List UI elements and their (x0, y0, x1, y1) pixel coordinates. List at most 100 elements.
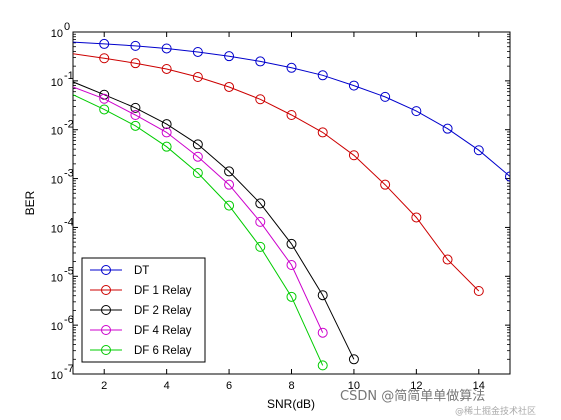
x-tick-label: 6 (226, 380, 232, 392)
data-point (192, 151, 203, 162)
y-tick-label-exp: -6 (64, 314, 74, 326)
y-tick-label-base: 10 (51, 223, 63, 235)
data-point (224, 166, 235, 177)
data-point (473, 145, 484, 156)
legend-swatch-marker (101, 345, 111, 355)
data-point (161, 141, 172, 152)
data-point (286, 110, 297, 121)
data-point (224, 81, 235, 92)
legend: DT DF 1 Relay DF 2 Relay DF 4 Relay DF 6 Rel… (81, 257, 206, 363)
data-point (380, 179, 391, 190)
y-tick-label-base: 10 (51, 321, 63, 333)
legend-swatch-marker (101, 305, 111, 315)
legend-label: DF 4 Relay (134, 325, 192, 337)
data-point (192, 139, 203, 150)
series-line (73, 94, 324, 366)
data-point (161, 127, 172, 138)
series-line (73, 53, 480, 292)
data-point (99, 53, 110, 64)
series-line (73, 86, 324, 333)
series-df-2-relay (73, 81, 359, 365)
data-point (161, 43, 172, 54)
legend-item: DF 4 Relay (90, 325, 192, 337)
series-df-6-relay (73, 94, 328, 371)
y-tick-label-exp: -2 (64, 119, 74, 131)
y-axis-label: BER (23, 190, 37, 215)
legend-item: DT (90, 265, 149, 277)
data-point (99, 104, 110, 115)
y-tick-label-exp: 0 (64, 21, 70, 33)
data-point (411, 212, 422, 223)
data-point (255, 56, 266, 67)
series-layer (73, 38, 510, 371)
data-point (317, 70, 328, 81)
data-point (286, 62, 297, 73)
y-tick-label-base: 10 (51, 370, 63, 382)
data-point (348, 80, 359, 91)
data-point (442, 254, 453, 265)
data-point (255, 94, 266, 105)
data-point (286, 260, 297, 271)
data-point (255, 198, 266, 209)
data-point (224, 200, 235, 211)
data-point (411, 106, 422, 117)
x-tick-label: 2 (101, 380, 107, 392)
legend-item: DF 2 Relay (90, 305, 192, 317)
x-tick-label: 4 (164, 380, 170, 392)
data-point (255, 241, 266, 252)
series-dt (73, 38, 510, 182)
data-point (317, 360, 328, 371)
y-tick-label-exp: -7 (64, 363, 74, 375)
y-tick-label-base: 10 (51, 175, 63, 187)
series-df-1-relay (73, 53, 484, 296)
data-point (317, 290, 328, 301)
data-point (130, 102, 141, 113)
legend-label: DF 6 Relay (134, 345, 192, 357)
x-axis-label: SNR(dB) (267, 397, 315, 411)
data-point (224, 179, 235, 190)
x-tick-label: 8 (288, 380, 294, 392)
legend-label: DF 2 Relay (134, 305, 192, 317)
data-point (130, 58, 141, 69)
x-axis-ticks: 2 4 6 8 10 12 14 (101, 32, 485, 392)
data-point (317, 127, 328, 138)
data-point (130, 120, 141, 131)
legend-swatch-marker (101, 265, 111, 275)
legend-label: DT (134, 265, 149, 277)
y-tick-label-exp: -3 (64, 168, 74, 180)
series-df-4-relay (73, 86, 328, 338)
x-tick-label: 14 (473, 380, 485, 392)
watermark-sub: @稀土掘金技术社区 (455, 405, 536, 417)
y-tick-label-exp: -5 (64, 265, 74, 277)
data-point (348, 150, 359, 161)
legend-item: DF 6 Relay (90, 345, 192, 357)
y-tick-label-base: 10 (51, 272, 63, 284)
x-tick-label: 10 (348, 380, 360, 392)
data-point (99, 38, 110, 49)
data-point (473, 285, 484, 296)
watermark: CSDN @简简单单做算法 @稀土掘金技术社区 (340, 388, 536, 417)
y-tick-label-base: 10 (51, 28, 63, 40)
legend-swatch-marker (101, 285, 111, 295)
legend-label: DF 1 Relay (134, 285, 192, 297)
data-point (224, 51, 235, 62)
data-point (161, 63, 172, 74)
legend-item: DF 1 Relay (90, 285, 192, 297)
y-tick-label-base: 10 (51, 77, 63, 89)
y-tick-label-base: 10 (51, 126, 63, 138)
series-line (73, 41, 510, 177)
data-point (130, 40, 141, 51)
watermark-main: CSDN @简简单单做算法 (340, 388, 485, 404)
data-point (286, 291, 297, 302)
data-point (442, 123, 453, 134)
series-line (73, 81, 355, 360)
data-point (255, 216, 266, 227)
x-tick-label: 12 (410, 380, 422, 392)
data-point (192, 46, 203, 57)
data-point (286, 238, 297, 249)
data-point (130, 110, 141, 121)
data-point (348, 354, 359, 365)
data-point (192, 168, 203, 179)
